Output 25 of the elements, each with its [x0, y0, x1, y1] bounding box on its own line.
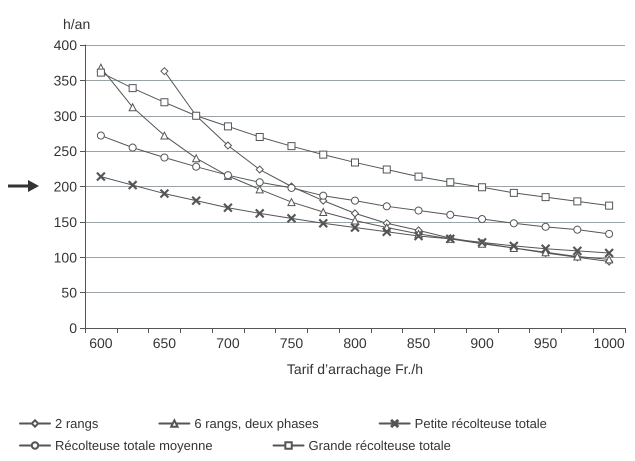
y-tick-label: 100: [54, 249, 78, 266]
x-tick-label: 750: [280, 335, 304, 351]
y-tick-label: 400: [54, 37, 78, 53]
x-axis-title: Tarif d’arrachage Fr./h: [286, 361, 424, 377]
y-tick-label: 150: [54, 214, 78, 230]
y-tick-label: 200: [54, 178, 78, 194]
x-tick-label: 650: [152, 335, 176, 351]
x-tick-label: 800: [343, 335, 367, 351]
x-tick-label: 600: [89, 335, 113, 351]
y-tick-label: 350: [54, 72, 78, 88]
legend-label: Grande récolteuse totale: [308, 438, 451, 453]
legend-label: Récolteuse totale moyenne: [55, 438, 213, 453]
y-tick-label: 50: [61, 284, 78, 301]
y-tick-label: 300: [54, 108, 78, 124]
x-tick-label: 900: [470, 335, 494, 351]
legend-label: Petite récolteuse totale: [414, 416, 547, 431]
x-tick-label: 950: [534, 335, 558, 351]
x-tick-label: 1000: [594, 335, 625, 351]
y-tick-label: 250: [54, 143, 78, 160]
y-axis-title: h/an: [63, 16, 90, 32]
legend-label: 6 rangs, deux phases: [194, 416, 320, 431]
y-tick-label: 0: [69, 320, 78, 336]
x-tick-label: 700: [216, 335, 240, 351]
x-tick-label: 850: [406, 335, 430, 351]
legend-label: 2 rangs: [55, 416, 99, 431]
